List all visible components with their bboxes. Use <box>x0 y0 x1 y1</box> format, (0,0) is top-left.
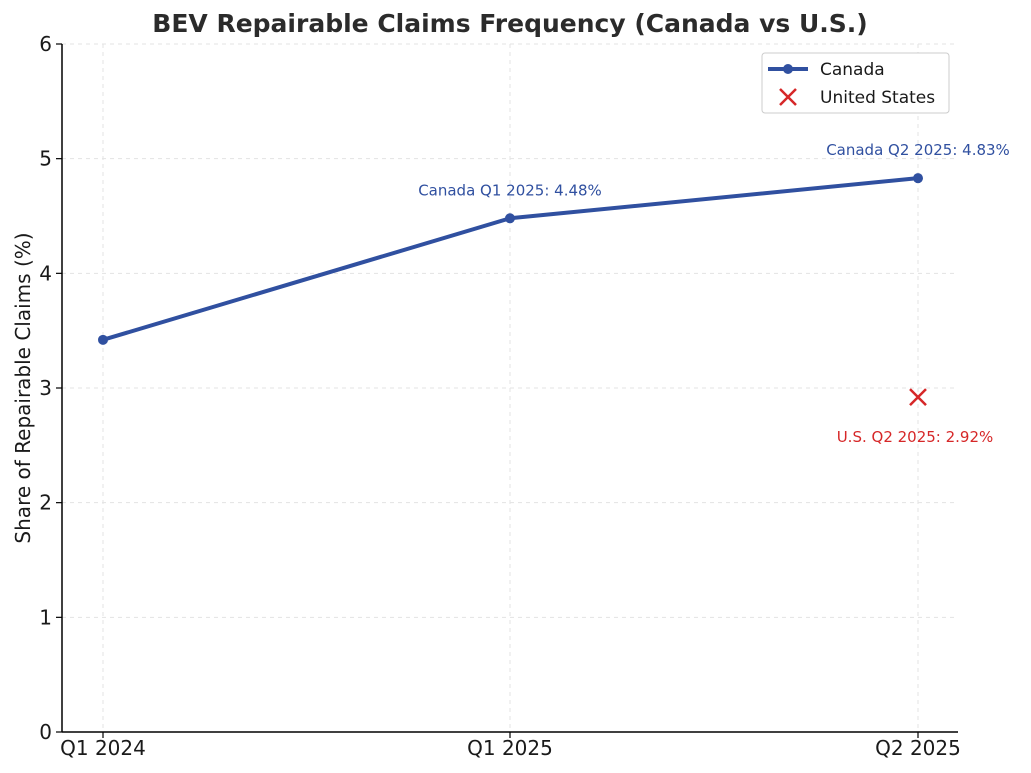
legend-canada-label: Canada <box>820 60 885 80</box>
canada-series-line <box>101 176 920 342</box>
canada-data-point <box>913 173 923 184</box>
grid <box>62 43 958 732</box>
y-tick-label: 5 <box>39 147 52 171</box>
annotations: Canada Q1 2025: 4.48% Canada Q2 2025: 4.8… <box>418 141 1010 446</box>
legend-us-marker <box>779 88 797 106</box>
tick-labels: 0 1 2 3 4 5 6 Q1 2024 Q1 2025 Q2 2025 <box>39 32 961 760</box>
y-tick-label: 2 <box>39 491 52 515</box>
y-tick-label: 1 <box>39 605 52 629</box>
legend-canada-marker <box>783 64 793 74</box>
y-tick-label: 4 <box>39 261 52 285</box>
x-tick-label: Q1 2025 <box>467 736 553 760</box>
x-tick-label: Q1 2024 <box>60 736 146 760</box>
y-axis-label: Share of Repairable Claims (%) <box>11 232 35 543</box>
x-tick-label: Q2 2025 <box>875 736 961 760</box>
us-data-point <box>909 388 927 407</box>
legend-box <box>761 52 950 114</box>
chart-title: BEV Repairable Claims Frequency (Canada … <box>152 9 867 38</box>
canada-data-point <box>505 213 515 224</box>
legend: Canada United States <box>761 52 950 114</box>
series <box>98 173 927 407</box>
data-annotation: Canada Q1 2025: 4.48% <box>418 181 602 199</box>
y-tick-label: 3 <box>39 376 52 400</box>
canada-data-point <box>98 334 108 345</box>
data-annotation: Canada Q2 2025: 4.83% <box>826 141 1010 159</box>
y-tick-label: 6 <box>39 32 52 56</box>
legend-us-label: United States <box>820 88 935 108</box>
data-annotation: U.S. Q2 2025: 2.92% <box>837 428 994 446</box>
y-tick-label: 0 <box>39 720 52 744</box>
